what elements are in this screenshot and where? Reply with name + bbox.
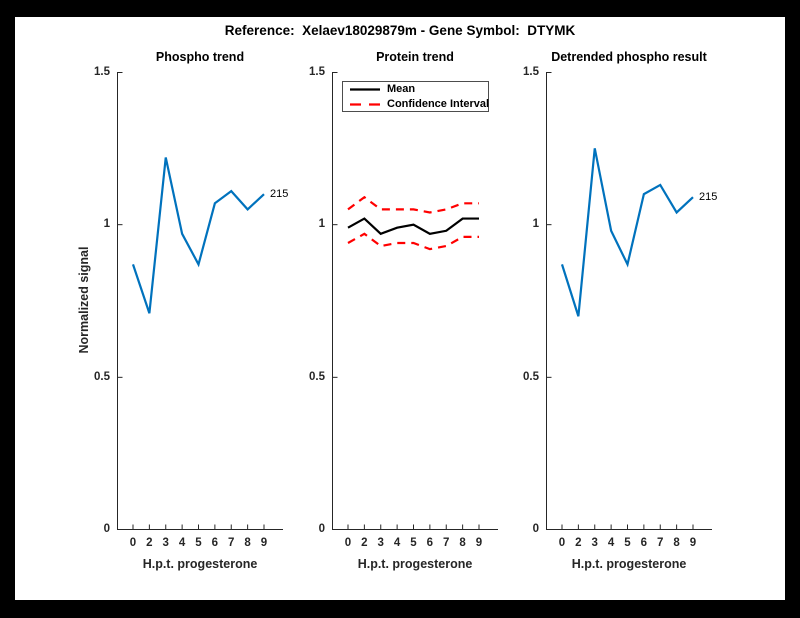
x-tick-label: 6 (426, 537, 434, 549)
x-tick-label: 5 (195, 537, 202, 549)
y-tick-label: 0.5 (94, 370, 110, 383)
phospho-trend-svg (117, 72, 283, 530)
x-tick-label: 6 (211, 537, 219, 549)
y-tick-label: 1 (532, 218, 539, 231)
protein-trend-series-line (347, 195, 479, 214)
protein-trend-series-line (347, 232, 479, 251)
x-tick-label: 9 (689, 537, 697, 549)
y-tick-label: 1.5 (523, 66, 539, 78)
x-tick-label: 3 (162, 537, 169, 549)
x-tick-label: 7 (443, 537, 450, 549)
x-tick-label: 3 (377, 537, 384, 549)
legend: Mean Confidence Interval (342, 81, 489, 112)
y-tick-label: 0 (103, 523, 110, 535)
x-tick-label: 0 (344, 537, 352, 549)
phospho-trend-series-line (131, 157, 265, 314)
protein-trend-svg (332, 72, 498, 530)
plot-area-phospho-trend: 0 0.5 1 1.5 0 2 3 4 5 6 7 8 9 (94, 66, 283, 549)
x-tick-label: 2 (146, 537, 153, 549)
x-axis-label-detrended: H.p.t. progesterone (571, 557, 687, 571)
confidence-interval-line-sample-icon (350, 102, 380, 106)
plot-area-detrended-phospho-result: 0 0.5 1 1.5 0 2 3 4 5 6 7 8 9 (523, 66, 712, 549)
x-tick-label: 9 (260, 537, 268, 549)
x-axis-label-protein: H.p.t. progesterone (357, 557, 473, 571)
y-tick-label: 0 (318, 523, 325, 535)
x-tick-label: 5 (410, 537, 417, 549)
legend-label-confidence-interval: Confidence Interval (387, 98, 490, 110)
figure-canvas: Reference: Xelaev18029879m - Gene Symbol… (15, 17, 785, 600)
subplot-title-phospho-trend: Phospho trend (155, 50, 245, 64)
subplot-title-detrended-phospho-result: Detrended phospho result (551, 50, 707, 64)
y-tick-label: 0.5 (523, 370, 539, 383)
x-tick-label: 0 (129, 537, 137, 549)
y-axis-label: Normalized signal (77, 246, 91, 354)
x-tick-label: 3 (591, 537, 598, 549)
legend-item-confidence-interval: Confidence Interval (343, 98, 490, 111)
x-tick-label: 8 (673, 537, 680, 549)
x-tick-label: 8 (244, 537, 251, 549)
x-tick-label: 5 (624, 537, 631, 549)
protein-trend-series-line (347, 217, 479, 236)
detrended-phospho-result-series-line (560, 148, 694, 317)
y-tick-label: 1 (103, 218, 110, 231)
x-tick-label: 2 (575, 537, 582, 549)
y-tick-label: 0.5 (309, 370, 325, 383)
series-end-label-detrended: 215 (699, 191, 718, 203)
series-end-label-phospho: 215 (270, 188, 289, 200)
x-tick-label: 9 (475, 537, 483, 549)
x-tick-label: 8 (459, 537, 466, 549)
y-tick-label: 1.5 (309, 66, 325, 78)
legend-item-mean: Mean (343, 83, 488, 96)
y-tick-label: 1 (318, 218, 325, 231)
subplot-title-protein-trend: Protein trend (376, 50, 454, 64)
plot-area-protein-trend: 0 0.5 1 1.5 0 2 3 4 5 6 7 8 9 (309, 66, 498, 549)
x-tick-label: 4 (178, 537, 186, 549)
x-tick-label: 6 (640, 537, 648, 549)
y-tick-label: 1.5 (94, 66, 110, 78)
detrended-phospho-result-svg (546, 72, 712, 530)
x-tick-label: 0 (558, 537, 566, 549)
x-tick-label: 4 (393, 537, 401, 549)
x-axis-label-phospho: H.p.t. progesterone (142, 557, 258, 571)
legend-label-mean: Mean (387, 83, 416, 95)
x-tick-label: 4 (607, 537, 615, 549)
y-tick-label: 0 (532, 523, 539, 535)
x-tick-label: 7 (657, 537, 664, 549)
x-tick-label: 2 (361, 537, 368, 549)
x-tick-label: 7 (228, 537, 235, 549)
figure-title: Reference: Xelaev18029879m - Gene Symbol… (224, 23, 576, 38)
mean-line-sample-icon (350, 87, 380, 91)
